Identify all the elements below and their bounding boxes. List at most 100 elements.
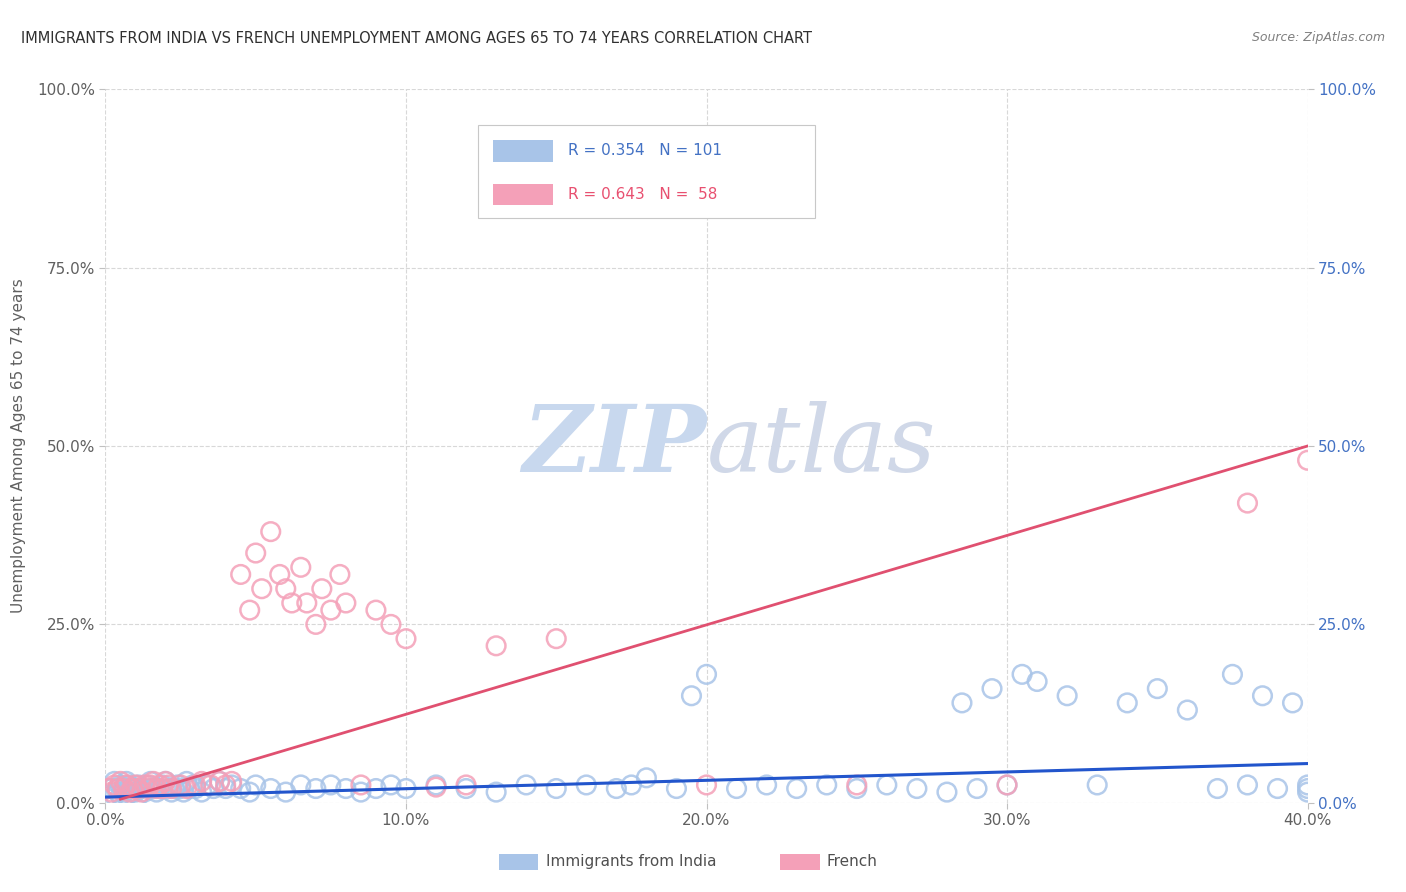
Text: Source: ZipAtlas.com: Source: ZipAtlas.com <box>1251 31 1385 45</box>
Point <box>115 778 138 792</box>
Point <box>515 778 537 792</box>
Point <box>245 778 267 792</box>
Point <box>1296 453 1319 467</box>
Point <box>425 778 447 792</box>
Point <box>200 778 222 792</box>
Point <box>136 781 159 796</box>
Point <box>169 781 191 796</box>
Point <box>335 781 357 796</box>
Point <box>319 778 342 792</box>
Point <box>176 781 198 796</box>
Text: Immigrants from India: Immigrants from India <box>546 855 716 869</box>
Point <box>131 781 153 796</box>
Point <box>260 781 283 796</box>
Point <box>157 781 180 796</box>
Point <box>229 781 252 796</box>
Point <box>160 781 183 796</box>
Point <box>136 778 159 792</box>
Point <box>454 778 477 792</box>
Point <box>454 781 477 796</box>
Point <box>128 781 150 796</box>
Point <box>107 781 129 796</box>
Point <box>1236 778 1258 792</box>
Point <box>121 785 143 799</box>
Point <box>250 582 273 596</box>
Point <box>139 778 162 792</box>
Point <box>112 781 135 796</box>
Point <box>160 785 183 799</box>
Point <box>605 781 627 796</box>
Point <box>1236 496 1258 510</box>
Point <box>115 789 138 803</box>
Text: ZIP: ZIP <box>522 401 707 491</box>
Point <box>103 774 125 789</box>
Point <box>176 774 198 789</box>
Point <box>936 785 959 799</box>
Point <box>197 778 219 792</box>
Point <box>107 785 129 799</box>
Point <box>1296 781 1319 796</box>
Point <box>1085 778 1108 792</box>
Point <box>131 785 153 799</box>
Point <box>214 778 236 792</box>
Point <box>274 582 297 596</box>
Point <box>290 560 312 574</box>
Point <box>118 781 141 796</box>
Text: atlas: atlas <box>707 401 936 491</box>
Point <box>139 781 162 796</box>
Point <box>1267 781 1289 796</box>
Point <box>157 778 180 792</box>
Point <box>124 781 146 796</box>
Point <box>696 667 718 681</box>
Point <box>134 785 156 799</box>
Point <box>311 582 333 596</box>
Point <box>1011 667 1033 681</box>
Point <box>245 546 267 560</box>
Point <box>636 771 658 785</box>
Text: French: French <box>827 855 877 869</box>
Point <box>995 778 1018 792</box>
Point <box>115 774 138 789</box>
Point <box>380 617 402 632</box>
Point <box>155 774 177 789</box>
Point <box>425 780 447 794</box>
Point <box>290 778 312 792</box>
Point <box>103 789 125 803</box>
Point <box>239 785 262 799</box>
Point <box>110 778 132 792</box>
Point <box>1116 696 1139 710</box>
Point <box>981 681 1004 696</box>
Point <box>966 781 988 796</box>
Bar <box>492 184 553 205</box>
Point <box>950 696 973 710</box>
Point <box>110 774 132 789</box>
Point <box>103 778 125 792</box>
Point <box>575 778 598 792</box>
Point <box>350 785 373 799</box>
Point <box>208 774 231 789</box>
Point <box>148 778 170 792</box>
Point <box>107 781 129 796</box>
Point <box>1296 785 1319 799</box>
Point <box>229 567 252 582</box>
Point <box>905 781 928 796</box>
Point <box>546 632 568 646</box>
Point <box>696 778 718 792</box>
Point <box>1206 781 1229 796</box>
Bar <box>492 140 553 161</box>
Point <box>1251 689 1274 703</box>
FancyBboxPatch shape <box>478 125 814 218</box>
Point <box>166 778 188 792</box>
Point <box>124 785 146 799</box>
Point <box>395 632 418 646</box>
Point <box>184 778 207 792</box>
Point <box>134 778 156 792</box>
Point <box>152 781 174 796</box>
Point <box>295 596 318 610</box>
Point <box>128 789 150 803</box>
Text: R = 0.354   N = 101: R = 0.354 N = 101 <box>568 144 723 159</box>
Point <box>184 781 207 796</box>
Point <box>395 781 418 796</box>
Point <box>110 789 132 803</box>
Point <box>485 639 508 653</box>
